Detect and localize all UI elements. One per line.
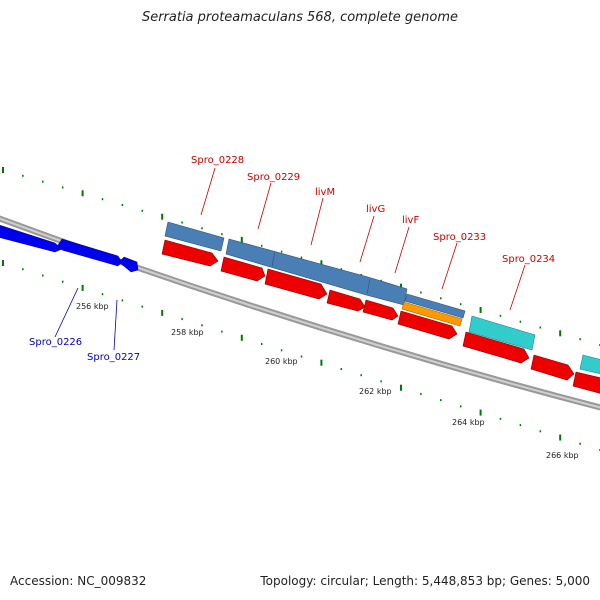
kbp-label: 264 kbp (452, 418, 485, 427)
bottom-leader-lines (54, 287, 118, 351)
accession-text: Accession: NC_009832 (10, 574, 147, 588)
genome-stats-text: Topology: circular; Length: 5,448,853 bp… (260, 574, 590, 588)
gene-label: Spro_0233 (433, 232, 486, 243)
genome-backbone (0, 215, 600, 411)
gene-label: livG (366, 204, 385, 215)
top-leader-lines (200, 167, 526, 311)
gene-spro-0227-feature[interactable] (57, 238, 139, 273)
kbp-label: 256 kbp (76, 302, 109, 311)
kbp-label: 266 kbp (546, 451, 579, 460)
kbp-label: 258 kbp (171, 328, 204, 337)
gene-label: Spro_0227 (87, 352, 140, 363)
kbp-label: 260 kbp (265, 357, 298, 366)
gene-spro-0234-feature[interactable] (468, 315, 536, 351)
gene-labels-top: Spro_0228 Spro_0229 livM livG livF Spro_… (191, 155, 555, 265)
gene-spro-0233-feature[interactable] (401, 301, 463, 327)
gene-right-cyan-feature[interactable] (579, 354, 600, 376)
gene-label: Spro_0226 (29, 337, 82, 348)
gene-labels-bottom: Spro_0226 Spro_0227 (29, 337, 140, 363)
red-genes[interactable] (161, 239, 600, 396)
kbp-label: 262 kbp (359, 387, 392, 396)
map-title: Serratia proteamaculans 568, complete ge… (141, 10, 459, 25)
track-ticks (2, 167, 600, 451)
kbp-labels: 256 kbp 258 kbp 260 kbp 262 kbp 264 kbp … (76, 302, 579, 460)
gene-label: Spro_0228 (191, 155, 244, 166)
gene-label: Spro_0229 (247, 172, 300, 183)
gene-label: livM (315, 187, 335, 198)
gene-livf-feature[interactable] (404, 293, 466, 319)
gene-label: Spro_0234 (502, 254, 555, 265)
gene-spro-0226-feature[interactable] (0, 222, 63, 253)
gene-label: livF (402, 215, 419, 226)
gene-spro-0228-feature[interactable] (164, 221, 225, 252)
